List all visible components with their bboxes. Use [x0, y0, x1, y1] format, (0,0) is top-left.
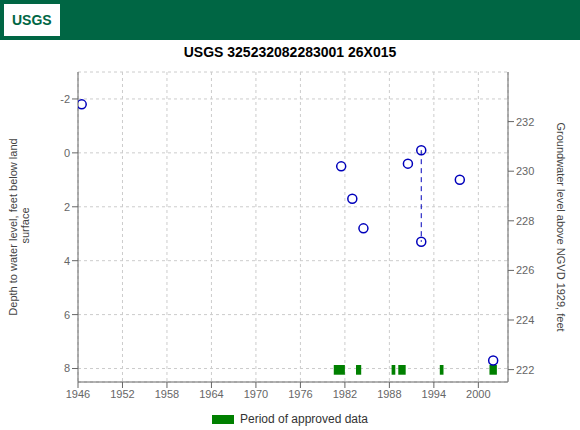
- svg-text:Depth to water level, feet bel: Depth to water level, feet below land su…: [8, 138, 31, 315]
- html-text:USGS: USGS: [12, 12, 52, 28]
- html-text:Period of approved data: Period of approved data: [240, 412, 368, 426]
- svg-text:1976: 1976: [288, 388, 312, 400]
- svg-text:2: 2: [64, 201, 70, 213]
- svg-text:224: 224: [516, 314, 534, 326]
- svg-text:232: 232: [516, 116, 534, 128]
- svg-text:1988: 1988: [377, 388, 401, 400]
- svg-text:1958: 1958: [155, 388, 179, 400]
- html-text:USGS 325232082283001 26X015: USGS 325232082283001 26X015: [183, 44, 397, 60]
- svg-text:1952: 1952: [110, 388, 134, 400]
- svg-text:228: 228: [516, 215, 534, 227]
- svg-text:230: 230: [516, 165, 534, 177]
- svg-text:-2: -2: [60, 93, 70, 105]
- svg-text:1970: 1970: [244, 388, 268, 400]
- svg-text:8: 8: [64, 362, 70, 374]
- svg-text:222: 222: [516, 364, 534, 376]
- svg-text:4: 4: [64, 255, 70, 267]
- svg-text:1982: 1982: [333, 388, 357, 400]
- svg-text:6: 6: [64, 309, 70, 321]
- svg-text:1946: 1946: [66, 388, 90, 400]
- svg-text:2000: 2000: [466, 388, 490, 400]
- svg-text:1964: 1964: [199, 388, 223, 400]
- svg-text:1994: 1994: [422, 388, 446, 400]
- svg-text:0: 0: [64, 147, 70, 159]
- svg-text:Groundwater level above NGVD 1: Groundwater level above NGVD 1929, feet: [555, 122, 567, 331]
- svg-text:226: 226: [516, 264, 534, 276]
